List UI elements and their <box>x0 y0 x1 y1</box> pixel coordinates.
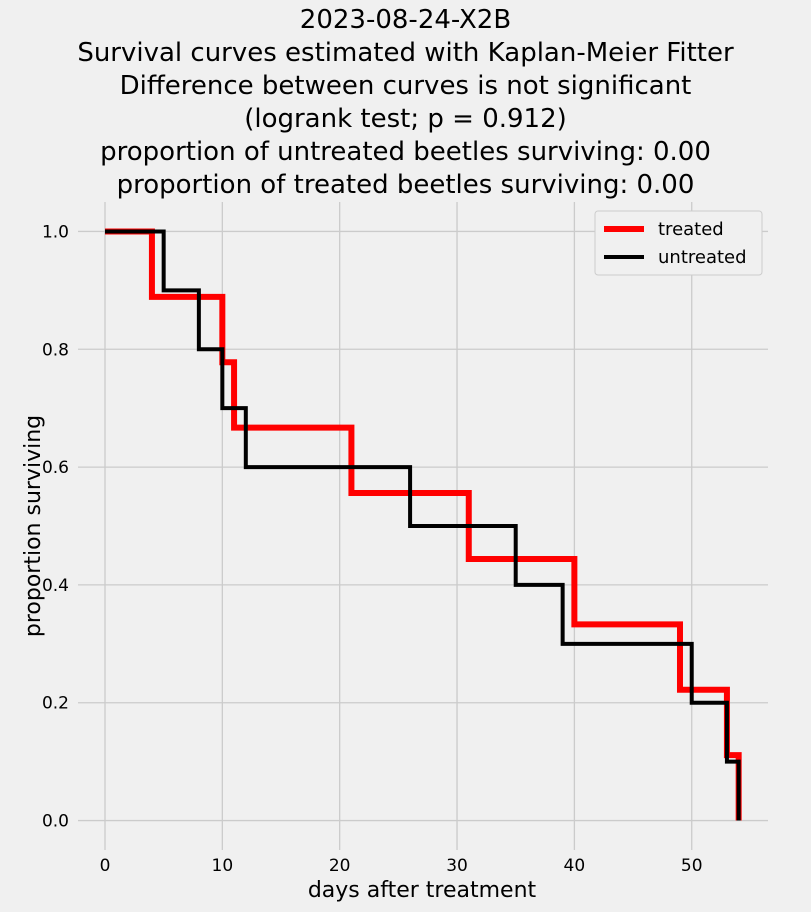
y-axis-label: proportion surviving <box>21 415 46 637</box>
series-line-treated <box>104 228 742 821</box>
y-axis-ticks: 0.0 0.2 0.4 0.6 0.8 1.0 <box>42 222 69 831</box>
x-tick-label: 30 <box>446 856 468 876</box>
y-tick-label: 0.4 <box>42 576 69 596</box>
series-line-untreated <box>104 229 741 821</box>
x-tick-label: 10 <box>212 856 234 876</box>
x-tick-label: 40 <box>564 856 586 876</box>
title-line: Difference between curves is not signifi… <box>119 71 692 101</box>
title-line: 2023-08-24-X2B <box>299 5 512 35</box>
title-line: proportion of treated beetles surviving:… <box>116 170 695 200</box>
x-axis-label: days after treatment <box>308 878 537 903</box>
y-tick-label: 0.6 <box>42 458 69 478</box>
title-line: (logrank test; p = 0.912) <box>244 104 567 134</box>
legend-label-treated: treated <box>658 219 724 240</box>
title-line: Survival curves estimated with Kaplan-Me… <box>77 38 734 68</box>
legend: treated untreated <box>594 210 763 276</box>
x-tick-label: 20 <box>329 856 351 876</box>
legend-label-untreated: untreated <box>658 247 747 268</box>
y-tick-label: 1.0 <box>42 222 69 242</box>
y-tick-label: 0.0 <box>42 812 69 832</box>
y-tick-label: 0.8 <box>42 340 69 360</box>
x-tick-label: 0 <box>100 856 111 876</box>
x-axis-ticks: 0 10 20 30 40 50 <box>100 856 703 876</box>
x-tick-label: 50 <box>681 856 703 876</box>
chart-title: 2023-08-24-X2B Survival curves estimated… <box>0 4 811 202</box>
series-lines <box>104 228 742 821</box>
y-tick-label: 0.2 <box>42 694 69 714</box>
title-line: proportion of untreated beetles survivin… <box>100 137 711 167</box>
